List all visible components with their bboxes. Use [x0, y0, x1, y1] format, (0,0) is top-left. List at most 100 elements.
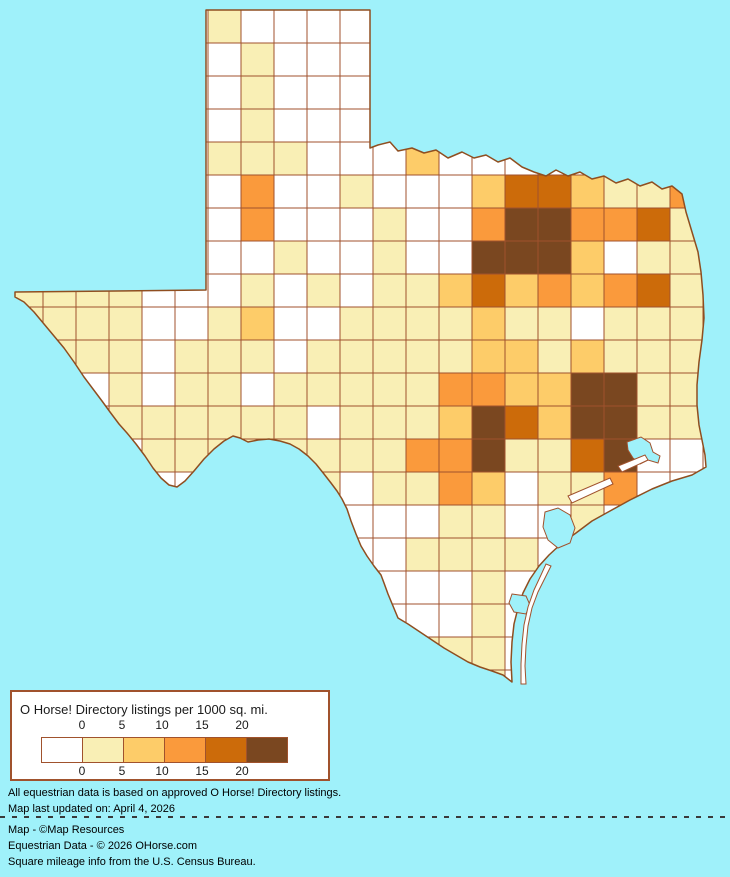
legend-swatch	[82, 737, 124, 763]
county-cell	[406, 472, 439, 505]
county-cell	[109, 406, 142, 439]
county-cell	[274, 142, 307, 175]
county-cell	[439, 373, 472, 406]
county-cell	[406, 373, 439, 406]
county-cell	[538, 241, 571, 274]
county-cell	[406, 307, 439, 340]
county-cell	[505, 307, 538, 340]
county-cell	[439, 340, 472, 373]
county-cell	[340, 373, 373, 406]
county-cell	[670, 307, 703, 340]
county-cell	[241, 439, 274, 472]
county-cell	[439, 274, 472, 307]
county-cell	[505, 340, 538, 373]
county-cell	[109, 340, 142, 373]
legend-swatch	[164, 737, 206, 763]
county-cell	[538, 373, 571, 406]
county-cell	[472, 307, 505, 340]
legend-tick-top: 0	[78, 718, 86, 732]
county-cell	[637, 208, 670, 241]
county-cell	[637, 340, 670, 373]
legend-swatch	[123, 737, 165, 763]
county-cell	[538, 406, 571, 439]
county-cell	[472, 439, 505, 472]
county-cell	[538, 340, 571, 373]
county-cell	[340, 307, 373, 340]
county-cell	[604, 175, 637, 208]
county-cell	[241, 208, 274, 241]
county-cell	[274, 406, 307, 439]
barrier-island	[567, 477, 614, 504]
legend-tick-top: 5	[118, 718, 126, 732]
county-cell	[604, 373, 637, 406]
county-cell	[208, 340, 241, 373]
county-cell	[472, 571, 505, 604]
map-note-updated: Map last updated on: April 4, 2026	[8, 803, 175, 815]
legend: O Horse! Directory listings per 1000 sq.…	[10, 690, 330, 781]
county-cell	[472, 670, 505, 682]
county-cell	[670, 175, 703, 208]
county-cell	[472, 175, 505, 208]
county-cell	[43, 274, 76, 307]
dashed-separator	[0, 816, 730, 818]
legend-ticks-bottom: 0 5 10 15 20	[12, 764, 328, 778]
map-note-source: All equestrian data is based on approved…	[8, 787, 342, 799]
county-cell	[373, 406, 406, 439]
legend-ticks-top: 0 5 10 15 20	[12, 718, 328, 732]
county-cell	[175, 373, 208, 406]
county-cell	[505, 538, 538, 571]
county-cell	[472, 241, 505, 274]
county-cell	[604, 472, 637, 505]
county-cell	[208, 439, 241, 472]
county-cell	[241, 142, 274, 175]
county-cell	[241, 109, 274, 142]
county-cell	[472, 637, 505, 670]
county-cell	[538, 208, 571, 241]
county-cell	[76, 307, 109, 340]
county-cell	[274, 241, 307, 274]
county-cell	[373, 274, 406, 307]
county-cell	[637, 307, 670, 340]
county-cell	[505, 175, 538, 208]
county-cell	[109, 307, 142, 340]
county-cell	[472, 505, 505, 538]
county-cell	[637, 241, 670, 274]
bay-shape	[542, 507, 576, 549]
legend-tick-bottom: 5	[118, 764, 126, 778]
credit-data: Equestrian Data - © 2026 OHorse.com	[8, 840, 198, 852]
county-cell	[340, 439, 373, 472]
county-cell	[538, 175, 571, 208]
county-cell	[571, 439, 604, 472]
county-cell	[571, 340, 604, 373]
county-cell	[670, 340, 703, 373]
county-cell	[538, 274, 571, 307]
county-cell	[571, 406, 604, 439]
state-outline	[14, 9, 707, 683]
county-cell	[439, 538, 472, 571]
county-cell	[439, 637, 472, 670]
legend-tick-bottom: 10	[155, 764, 169, 778]
county-cell	[406, 340, 439, 373]
county-cell	[472, 538, 505, 571]
county-cell	[472, 373, 505, 406]
county-cell	[406, 538, 439, 571]
county-cell	[538, 472, 571, 505]
county-cell	[637, 274, 670, 307]
county-cell	[637, 175, 670, 208]
county-cell	[472, 604, 505, 637]
county-cell	[373, 472, 406, 505]
county-cell	[505, 241, 538, 274]
county-cell	[208, 406, 241, 439]
county-cell	[505, 439, 538, 472]
credit-census: Square mileage info from the U.S. Census…	[8, 856, 256, 868]
county-cell	[670, 241, 703, 274]
county-cell	[472, 274, 505, 307]
county-cell	[439, 505, 472, 538]
county-cell	[373, 373, 406, 406]
county-cell	[670, 274, 703, 307]
bay-shape	[626, 436, 661, 465]
barrier-island	[617, 454, 649, 473]
county-cell	[208, 142, 241, 175]
county-cell	[307, 373, 340, 406]
